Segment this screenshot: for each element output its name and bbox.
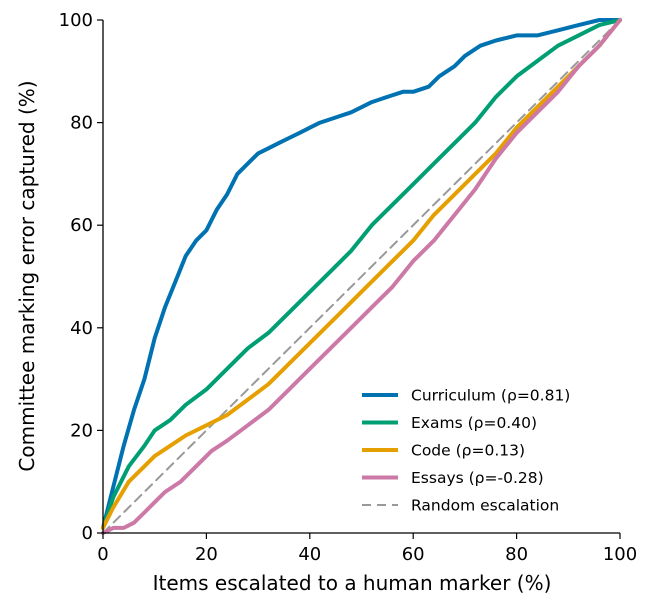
legend-label-exams: Exams (ρ=0.40) [411,414,537,432]
y-tick-label: 20 [70,420,93,441]
legend-label-curriculum: Curriculum (ρ=0.81) [411,387,570,405]
y-tick-label: 40 [70,318,93,339]
legend-label-random: Random escalation [411,497,559,515]
x-tick-label: 0 [97,544,108,565]
plot-area [101,18,622,535]
legend: Curriculum (ρ=0.81) Exams (ρ=0.40) Code (ρ… [362,387,570,515]
y-tick-label: 0 [82,523,93,544]
series-line-random [102,19,621,534]
legend-label-code: Code (ρ=0.13) [411,442,525,460]
y-tick-label: 100 [59,10,93,31]
x-axis-label: Items escalated to a human marker (%) [153,571,552,595]
x-tick-label: 80 [505,544,528,565]
series-line-curriculum [101,18,622,530]
x-tick-label: 60 [402,544,425,565]
x-axis-ticks: 0 20 40 60 80 100 [97,533,637,565]
series-line-exams [101,18,622,530]
x-tick-label: 20 [195,544,218,565]
y-tick-label: 60 [70,215,93,236]
y-tick-label: 80 [70,113,93,134]
y-axis-label: Committee marking error captured (%) [15,80,39,471]
y-axis-ticks: 0 20 40 60 80 100 [59,10,103,544]
series-line-essays [101,18,622,535]
x-tick-label: 40 [298,544,321,565]
legend-label-essays: Essays (ρ=-0.28) [411,469,544,487]
x-tick-label: 100 [603,544,637,565]
series-line-code [101,18,622,530]
